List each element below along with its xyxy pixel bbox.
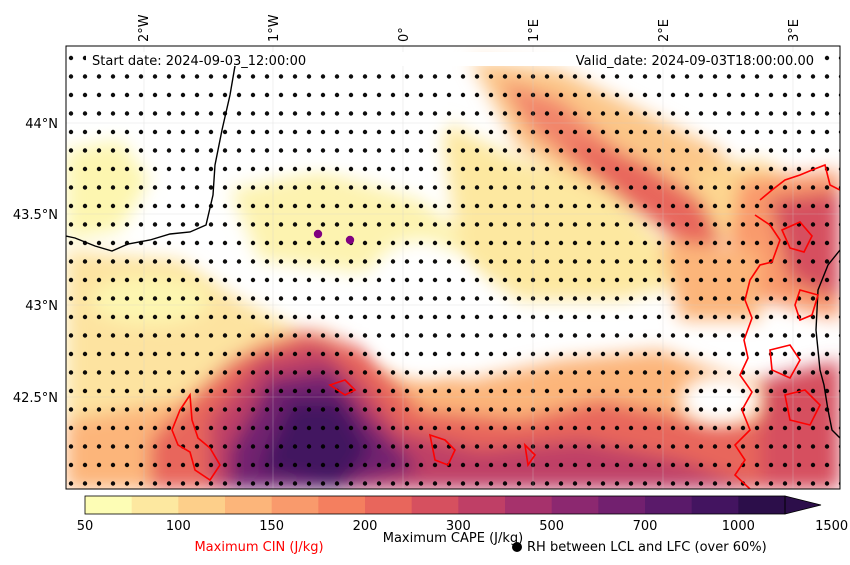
colorbar-tick-label: 50 xyxy=(77,519,94,534)
station-marker xyxy=(313,229,323,239)
colorbar xyxy=(84,495,822,515)
cin-contours xyxy=(171,163,840,489)
colorbar-segment xyxy=(271,496,319,514)
black-dot-icon xyxy=(512,542,522,552)
colorbar-segment xyxy=(365,496,413,514)
colorbar-tick-label: 100 xyxy=(166,519,191,534)
colorbar-segment xyxy=(178,496,226,514)
colorbar-tick-label: 1000 xyxy=(722,519,755,534)
cin-legend-label: Maximum CIN (J/kg) xyxy=(194,540,323,555)
colorbar-segment xyxy=(738,496,786,514)
lon-tick-label: 1°W xyxy=(267,14,282,42)
lat-tick-label: 44°N xyxy=(25,117,58,132)
rh-legend-label: RH between LCL and LFC (over 60%) xyxy=(527,540,767,555)
station-marker xyxy=(345,235,355,245)
colorbar-segment xyxy=(131,496,179,514)
colorbar-outline xyxy=(84,495,786,515)
colorbar-segment xyxy=(318,496,366,514)
colorbar-segment xyxy=(85,496,133,514)
colorbar-segment xyxy=(691,496,739,514)
date-strip xyxy=(86,52,820,66)
colorbar-tick-label: 1500 xyxy=(815,519,848,534)
colorbar-segment xyxy=(225,496,273,514)
colorbar-segment xyxy=(645,496,693,514)
colorbar-ticks: 50100150200300500700100015002000 xyxy=(77,519,848,534)
colorbar-segment xyxy=(505,496,553,514)
colorbar-tick-label: 150 xyxy=(259,519,284,534)
colorbar-segment xyxy=(411,496,459,514)
map-area xyxy=(66,46,840,489)
lon-tick-label: 2°E xyxy=(657,19,672,42)
start-date-label: Start date: 2024-09-03_12:00:00 xyxy=(92,54,306,69)
colorbar-tick-label: 700 xyxy=(633,519,658,534)
lon-tick-label: 0° xyxy=(397,27,412,42)
cape-colorbar-label: Maximum CAPE (J/kg) xyxy=(383,531,523,546)
colorbar-extend-arrow xyxy=(784,495,822,515)
lon-tick-label: 2°W xyxy=(137,14,152,42)
valid-date-label: Valid_date: 2024-09-03T18:00:00.00 xyxy=(576,54,814,69)
lat-tick-label: 43.5°N xyxy=(13,208,58,223)
colorbar-tick-label: 300 xyxy=(446,519,471,534)
map-frame xyxy=(65,45,841,490)
coastline xyxy=(66,59,840,439)
lat-tick-label: 43°N xyxy=(25,299,58,314)
rh-dots xyxy=(66,46,840,489)
colorbar-tick-label: 500 xyxy=(539,519,564,534)
lon-tick-label: 1°E xyxy=(527,19,542,42)
lon-tick-label: 3°E xyxy=(787,19,802,42)
colorbar-segment xyxy=(458,496,506,514)
colorbar-segment xyxy=(598,496,646,514)
colorbar-tick-label: 200 xyxy=(353,519,378,534)
lat-tick-label: 42.5°N xyxy=(13,391,58,406)
gridlines xyxy=(66,46,840,489)
colorbar-segment xyxy=(551,496,599,514)
